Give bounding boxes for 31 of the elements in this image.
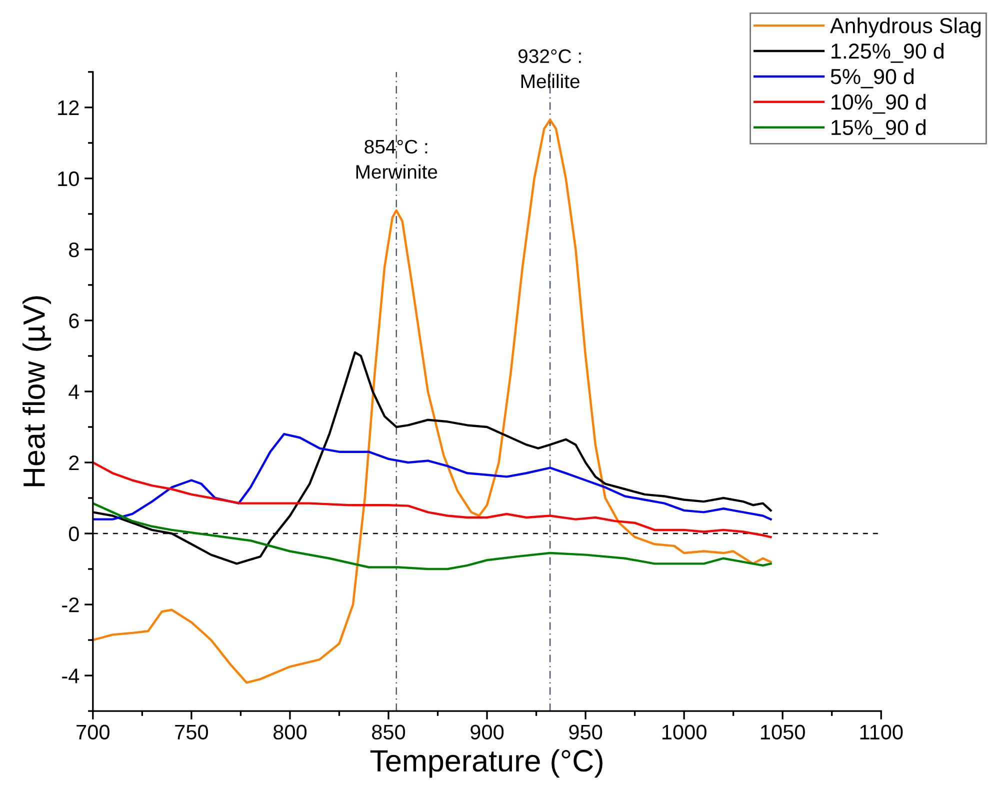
y-tick-label: 6 <box>69 313 79 328</box>
line-series <box>92 502 772 570</box>
line-series <box>92 118 772 684</box>
legend-label: 10%_90 d <box>832 94 926 114</box>
annotation: 854°C : Merwinite <box>356 140 438 179</box>
legend-label: Anhydrous Slag <box>830 17 981 38</box>
x-tick-label: 850 <box>372 724 406 740</box>
y-axis-title: Heat flow (µV) <box>22 296 51 486</box>
y-tick-label: -2 <box>62 598 79 612</box>
x-tick-label: 1100 <box>860 724 903 740</box>
x-tick-label: 800 <box>273 724 307 740</box>
x-tick-label: 950 <box>569 724 602 740</box>
x-tick-label: 1000 <box>662 724 706 740</box>
legend-label: 5%_90 d <box>830 68 914 88</box>
x-tick-label: 900 <box>470 724 504 740</box>
y-tick-label: 2 <box>69 455 79 470</box>
y-tick-label: -4 <box>62 668 80 684</box>
y-tick-label: 10 <box>58 171 79 186</box>
y-tick-label: 4 <box>68 384 80 400</box>
x-tick-label: 700 <box>76 724 110 740</box>
x-tick-label: 1050 <box>761 724 805 740</box>
x-axis-title: Temperature (°C) <box>370 749 602 778</box>
y-tick-label: 12 <box>58 100 79 115</box>
x-tick-label: 750 <box>175 724 208 740</box>
legend-label: 15%_90 d <box>832 119 926 140</box>
annotation: 932°C : Melilite <box>518 49 581 88</box>
legend-label: 1.25%_90 d <box>832 42 944 63</box>
line-series <box>92 432 772 520</box>
y-tick-label: 8 <box>69 242 79 258</box>
line-series <box>92 461 772 538</box>
y-tick-label: 0 <box>68 526 79 542</box>
